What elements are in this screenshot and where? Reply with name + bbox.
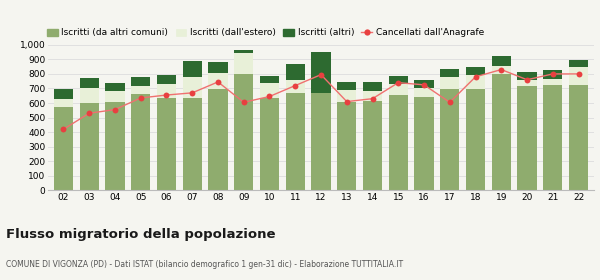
Bar xyxy=(389,84,408,95)
Bar xyxy=(260,98,279,190)
Bar xyxy=(260,76,279,83)
Bar xyxy=(260,83,279,98)
Point xyxy=(522,78,532,82)
Point xyxy=(342,99,352,104)
Bar xyxy=(157,75,176,84)
Point xyxy=(316,73,326,77)
Point xyxy=(161,93,171,97)
Legend: Iscritti (da altri comuni), Iscritti (dall'estero), Iscritti (altri), Cancellati: Iscritti (da altri comuni), Iscritti (da… xyxy=(47,28,484,37)
Bar xyxy=(157,98,176,190)
Bar xyxy=(415,97,434,190)
Bar xyxy=(337,90,356,102)
Point xyxy=(59,127,68,132)
Bar xyxy=(131,86,151,94)
Point xyxy=(239,100,248,104)
Bar xyxy=(440,69,460,77)
Point xyxy=(574,72,583,76)
Bar xyxy=(208,89,227,190)
Bar xyxy=(80,88,99,103)
Bar xyxy=(517,86,536,190)
Bar xyxy=(234,53,253,74)
Point xyxy=(445,100,455,104)
Bar xyxy=(491,74,511,190)
Bar xyxy=(569,67,588,85)
Point xyxy=(419,83,429,87)
Point xyxy=(368,96,377,101)
Bar xyxy=(517,72,536,80)
Bar xyxy=(389,76,408,84)
Bar xyxy=(466,75,485,89)
Bar xyxy=(106,83,125,91)
Bar xyxy=(569,85,588,190)
Point xyxy=(471,74,481,79)
Bar xyxy=(157,84,176,98)
Point xyxy=(265,94,274,99)
Point xyxy=(496,67,506,72)
Bar xyxy=(106,91,125,102)
Bar xyxy=(131,77,151,86)
Bar xyxy=(491,57,511,66)
Text: Flusso migratorio della popolazione: Flusso migratorio della popolazione xyxy=(6,228,275,241)
Bar xyxy=(337,102,356,190)
Point xyxy=(548,72,557,76)
Bar xyxy=(131,94,151,190)
Bar xyxy=(54,89,73,99)
Bar xyxy=(234,74,253,190)
Text: COMUNE DI VIGONZA (PD) - Dati ISTAT (bilancio demografico 1 gen-31 dic) - Elabor: COMUNE DI VIGONZA (PD) - Dati ISTAT (bil… xyxy=(6,260,403,269)
Point xyxy=(187,91,197,95)
Bar xyxy=(106,102,125,190)
Point xyxy=(213,80,223,84)
Bar xyxy=(182,61,202,77)
Bar xyxy=(286,64,305,80)
Bar xyxy=(389,95,408,190)
Bar xyxy=(311,93,331,190)
Bar xyxy=(54,99,73,107)
Bar xyxy=(543,85,562,190)
Bar xyxy=(234,50,253,53)
Bar xyxy=(415,80,434,88)
Bar xyxy=(543,79,562,85)
Bar xyxy=(182,98,202,190)
Bar xyxy=(440,89,460,190)
Point xyxy=(136,96,146,100)
Bar xyxy=(543,70,562,79)
Bar xyxy=(208,73,227,89)
Point xyxy=(110,107,120,112)
Point xyxy=(290,83,300,88)
Bar xyxy=(363,91,382,101)
Bar xyxy=(440,77,460,89)
Bar xyxy=(286,80,305,93)
Bar xyxy=(337,82,356,90)
Point xyxy=(394,80,403,85)
Bar xyxy=(466,67,485,75)
Bar xyxy=(466,89,485,190)
Bar xyxy=(415,88,434,97)
Point xyxy=(85,111,94,115)
Bar xyxy=(54,107,73,190)
Bar xyxy=(311,52,331,93)
Bar xyxy=(80,78,99,88)
Bar xyxy=(286,93,305,190)
Bar xyxy=(491,66,511,74)
Bar xyxy=(363,82,382,91)
Bar xyxy=(182,77,202,98)
Bar xyxy=(208,62,227,73)
Bar xyxy=(569,60,588,67)
Bar xyxy=(80,103,99,190)
Bar xyxy=(517,80,536,86)
Bar xyxy=(363,101,382,190)
